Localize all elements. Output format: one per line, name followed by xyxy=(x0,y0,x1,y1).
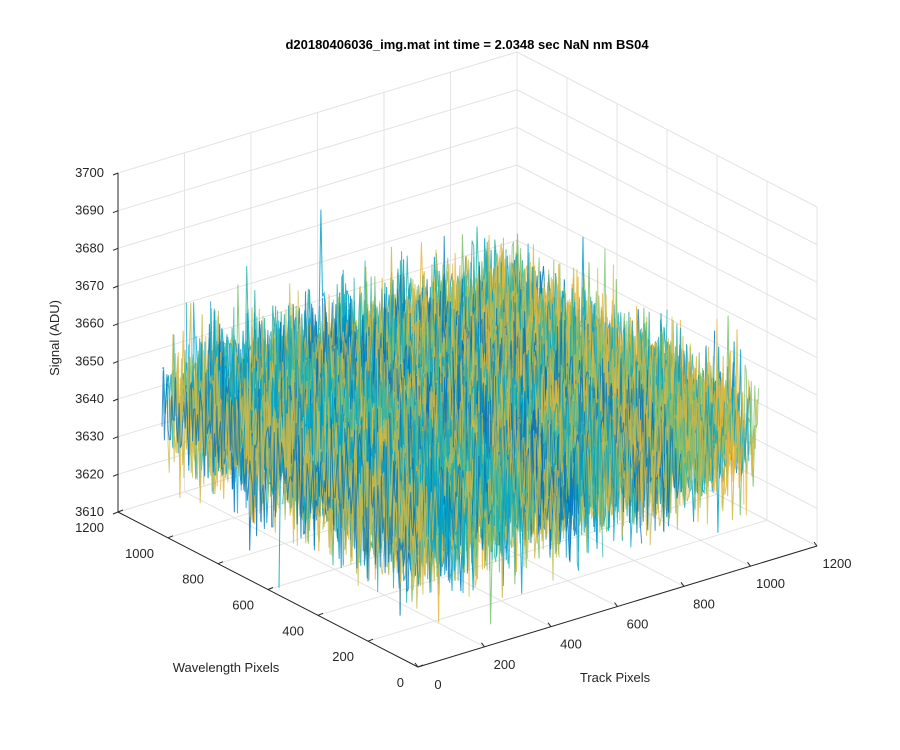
x-tick-mark xyxy=(414,662,419,668)
x-tick-label: 0 xyxy=(434,677,441,692)
z-tick-label: 3660 xyxy=(75,316,104,331)
z-tick-label: 3670 xyxy=(75,278,104,293)
z-tick-mark xyxy=(112,473,119,477)
x-tick-mark xyxy=(813,541,818,547)
y-tick-label: 200 xyxy=(332,649,354,664)
wall-grid-line xyxy=(117,126,518,249)
x-tick-mark xyxy=(747,561,751,567)
z-tick-mark xyxy=(112,398,119,402)
z-tick-mark xyxy=(112,247,119,251)
surface-column xyxy=(176,356,434,593)
z-tick-mark xyxy=(112,172,119,176)
z-tick-label: 3680 xyxy=(75,240,104,255)
z-tick-label: 3630 xyxy=(75,429,104,444)
wall-grid-line xyxy=(516,126,818,283)
x-tick-label: 200 xyxy=(494,657,516,672)
surface-mesh xyxy=(161,209,759,625)
chart-title: d20180406036_img.mat int time = 2.0348 s… xyxy=(285,37,649,52)
y-tick-label: 600 xyxy=(232,598,254,613)
wall-grid-line xyxy=(117,239,518,362)
wall-grid-line xyxy=(117,202,518,325)
wall-grid-line xyxy=(516,202,818,359)
tick-labels: 0 200 400 600 800 1000 1200 0 200 400 600 800 1000 12… xyxy=(75,165,851,692)
z-tick-label: 3700 xyxy=(75,165,104,180)
wall-grid-line xyxy=(117,89,518,212)
x-tick-label: 800 xyxy=(693,596,715,611)
y-axis-label: Wavelength Pixels xyxy=(173,660,280,675)
z-tick-mark xyxy=(112,511,119,515)
x-tick-label: 600 xyxy=(627,617,649,632)
y-tick-mark xyxy=(417,664,424,668)
surface-column xyxy=(161,357,419,593)
wall-grid-line xyxy=(516,164,818,321)
x-tick-mark xyxy=(547,622,552,628)
surface-column xyxy=(166,358,424,583)
y-tick-mark xyxy=(367,638,374,642)
x-tick-label: 1200 xyxy=(823,556,852,571)
z-tick-mark xyxy=(112,360,119,364)
y-tick-label: 0 xyxy=(397,675,404,690)
y-tick-mark xyxy=(167,535,174,539)
y-tick-mark xyxy=(217,561,224,565)
z-tick-mark xyxy=(112,210,119,214)
wall-grid-line xyxy=(117,51,518,174)
y-tick-label: 1000 xyxy=(125,546,154,561)
y-tick-mark xyxy=(117,509,124,513)
z-tick-label: 3620 xyxy=(75,466,104,481)
z-tick-label: 3640 xyxy=(75,391,104,406)
x-axis-label: Track Pixels xyxy=(580,670,651,685)
floor-grid-line xyxy=(367,519,768,642)
y-tick-mark xyxy=(267,587,274,590)
wall-grid-line xyxy=(516,51,818,208)
z-tick-label: 3690 xyxy=(75,203,104,218)
z-tick-label: 3650 xyxy=(75,353,104,368)
z-axis-label: Signal (ADU) xyxy=(47,300,62,376)
y-tick-label: 800 xyxy=(182,572,204,587)
z-tick-mark xyxy=(112,323,119,327)
y-tick-mark xyxy=(317,612,324,616)
wall-grid-line xyxy=(516,89,818,246)
wall-grid-line xyxy=(117,164,518,287)
z-tick-mark xyxy=(112,285,119,289)
x-tick-mark xyxy=(481,642,485,648)
x-tick-mark xyxy=(614,602,618,607)
y-tick-label: 400 xyxy=(282,623,304,638)
floor-grid-line xyxy=(317,493,718,616)
x-tick-mark xyxy=(680,581,685,587)
x-tick-label: 400 xyxy=(560,637,582,652)
z-tick-label: 3610 xyxy=(75,504,104,519)
z-tick-mark xyxy=(112,436,119,440)
x-tick-label: 1000 xyxy=(756,576,785,591)
y-tick-label: 1200 xyxy=(75,520,104,535)
